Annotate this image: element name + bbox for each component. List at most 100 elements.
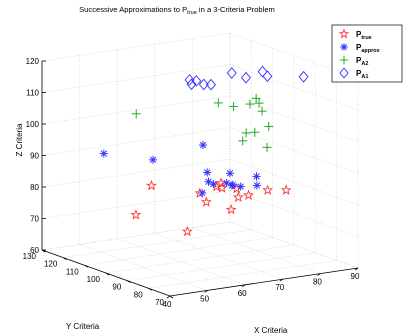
point-approx <box>252 172 261 181</box>
point-A1 <box>186 78 197 91</box>
grid-line-y-floor <box>148 260 337 289</box>
point-A1 <box>191 75 202 87</box>
tick-labels: 4050607080907080901001101201306070809010… <box>23 57 360 309</box>
grid-line-z-side <box>229 95 359 143</box>
point-true <box>130 209 142 220</box>
legend-marker-A2 <box>339 55 349 65</box>
y-tick-mark <box>127 280 131 283</box>
z-axis-label: Z Criteria <box>15 123 24 156</box>
point-true <box>200 196 212 207</box>
point-A2 <box>213 98 223 108</box>
point-A2 <box>131 109 141 119</box>
data-points <box>99 65 309 237</box>
y-tick-label: 80 <box>134 290 143 299</box>
chart-title: Successive Approximations to Ptrue in a … <box>79 5 275 16</box>
point-A1 <box>262 70 273 83</box>
y-tick-mark <box>63 257 67 260</box>
y-tick-mark <box>105 272 110 276</box>
axes <box>41 60 359 299</box>
legend-box <box>331 24 403 83</box>
y-tick-label: 90 <box>112 283 121 292</box>
grid-line-z-side <box>229 64 359 111</box>
point-A1 <box>198 78 209 91</box>
y-tick-label: 130 <box>23 252 37 261</box>
point-true <box>243 189 255 200</box>
y-tick-mark <box>148 288 152 291</box>
z-tick-label: 60 <box>30 246 39 255</box>
point-true <box>225 203 237 215</box>
point-approx <box>225 169 235 178</box>
point-A1 <box>206 78 217 91</box>
point-A2 <box>245 99 255 109</box>
x-tick-label: 80 <box>313 278 322 287</box>
grid-line-y-floor <box>84 237 273 266</box>
y-tick-label: 110 <box>66 267 79 276</box>
grid-line-y-floor <box>63 229 252 258</box>
point-A1 <box>226 67 237 79</box>
y-axis-label: Y Criteria <box>66 322 100 331</box>
z-tick-label: 80 <box>30 183 39 192</box>
grid-line-z-side <box>229 190 359 237</box>
point-true <box>145 179 157 191</box>
point-approx <box>204 177 213 186</box>
grid-line-z-back <box>41 158 231 188</box>
point-true <box>216 182 228 193</box>
point-A2 <box>262 142 272 152</box>
point-approx <box>198 188 207 198</box>
point-A2 <box>257 106 267 116</box>
point-true <box>181 225 193 237</box>
point-approx <box>99 149 108 158</box>
point-approx <box>222 178 231 188</box>
point-approx <box>203 168 212 177</box>
point-A1 <box>240 71 251 84</box>
legend-label-A2: PA2 <box>356 56 368 67</box>
x-tick-mark <box>166 295 171 299</box>
legend-marker-A1 <box>339 67 349 79</box>
point-true <box>232 191 244 203</box>
point-approx <box>236 182 245 191</box>
legend-marker-true <box>338 28 350 39</box>
point-A2 <box>250 127 260 137</box>
legend-label-A1: PA1 <box>356 69 368 80</box>
z-tick-label: 100 <box>26 120 40 129</box>
grid-line-z-back <box>41 127 231 156</box>
point-A2 <box>241 128 251 138</box>
point-A2 <box>238 136 248 146</box>
point-true <box>280 184 292 195</box>
y-tick-mark <box>169 295 174 299</box>
point-A2 <box>254 98 264 108</box>
z-tick-label: 90 <box>30 152 39 161</box>
point-A2 <box>251 93 261 103</box>
grid-line-z-back <box>41 221 231 251</box>
point-approx <box>149 155 158 164</box>
x-tick-label: 60 <box>238 289 247 298</box>
x-tick-label: 40 <box>163 300 172 309</box>
grid-line-z-back <box>41 95 231 125</box>
x-tick-mark <box>354 267 359 271</box>
grid-line-y-floor <box>105 244 295 274</box>
point-A1 <box>298 70 309 83</box>
x-tick-mark <box>279 278 284 282</box>
grid-line-z-side <box>229 158 359 206</box>
grid-line-z-back <box>41 190 231 219</box>
y-tick-label: 70 <box>155 298 164 307</box>
grid-line-z-back <box>41 32 231 62</box>
point-approx <box>228 180 237 189</box>
x-tick-mark <box>241 284 246 288</box>
point-A1 <box>257 65 268 78</box>
z-tick-label: 120 <box>26 57 40 66</box>
z-tick-label: 70 <box>30 215 39 224</box>
x-axis-label: X Criteria <box>254 326 288 335</box>
point-A1 <box>184 73 195 86</box>
x-tick-mark <box>317 273 321 276</box>
grid-line-z-side <box>229 127 359 174</box>
grid-lines <box>41 32 359 297</box>
z-tick-label: 110 <box>26 89 39 98</box>
x-tick-label: 90 <box>351 272 360 281</box>
grid-line-x-floor <box>154 232 283 280</box>
y-tick-label: 120 <box>44 260 58 269</box>
x-tick-label: 50 <box>200 294 209 303</box>
point-A2 <box>264 121 274 131</box>
